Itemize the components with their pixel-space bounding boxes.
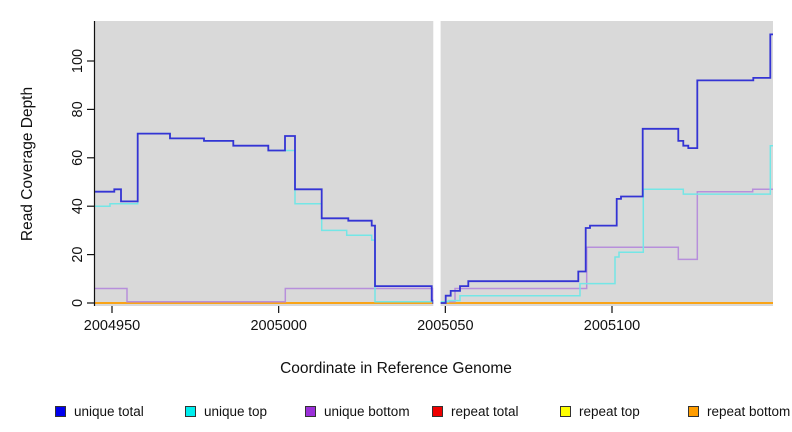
- legend-item-unique-bottom: unique bottom: [305, 401, 410, 421]
- series-line-unique-bottom: [95, 188, 773, 303]
- legend-swatch: [688, 405, 699, 417]
- x-tick-label: 2005000: [250, 318, 306, 334]
- legend-item-repeat-total: repeat total: [432, 401, 519, 421]
- legend-label: unique bottom: [324, 403, 410, 419]
- legend-label: repeat bottom: [707, 403, 791, 419]
- legend-swatch: [185, 405, 196, 417]
- series-line-unique-total: [95, 33, 773, 304]
- legend-item-unique-total: unique total: [55, 401, 144, 421]
- x-tick-label: 2005050: [417, 318, 473, 334]
- x-tick-label: 2004950: [84, 318, 140, 334]
- legend-swatch: [55, 405, 66, 417]
- legend-label: unique top: [204, 403, 268, 419]
- coverage-gap-band: [433, 20, 441, 307]
- legend-label: repeat top: [579, 403, 640, 419]
- legend-label: repeat total: [451, 403, 519, 419]
- plot-svg: 0 20 40 60 80 100 2004950 2005000 2005050 2005100: [70, 20, 773, 334]
- x-tick-label: 2005100: [584, 318, 640, 334]
- legend-item-repeat-bottom: repeat bottom: [688, 401, 790, 421]
- legend-item-unique-top: unique top: [185, 401, 267, 421]
- y-tick-label: 40: [70, 198, 86, 214]
- y-axis-title: Read Coverage Depth: [19, 86, 36, 242]
- legend-swatch: [432, 405, 443, 417]
- legend-label: unique total: [74, 403, 144, 419]
- y-tick-label: 100: [70, 49, 86, 73]
- y-tick-label: 20: [70, 247, 86, 263]
- x-axis-title: Coordinate in Reference Genome: [280, 360, 512, 377]
- y-tick-label: 80: [70, 101, 86, 117]
- legend: unique total unique top unique bottom repea…: [0, 401, 792, 423]
- legend-item-repeat-top: repeat top: [560, 401, 640, 421]
- legend-swatch: [305, 405, 316, 417]
- y-tick-label: 0: [70, 299, 86, 307]
- legend-swatch: [560, 405, 571, 417]
- y-tick-label: 60: [70, 150, 86, 166]
